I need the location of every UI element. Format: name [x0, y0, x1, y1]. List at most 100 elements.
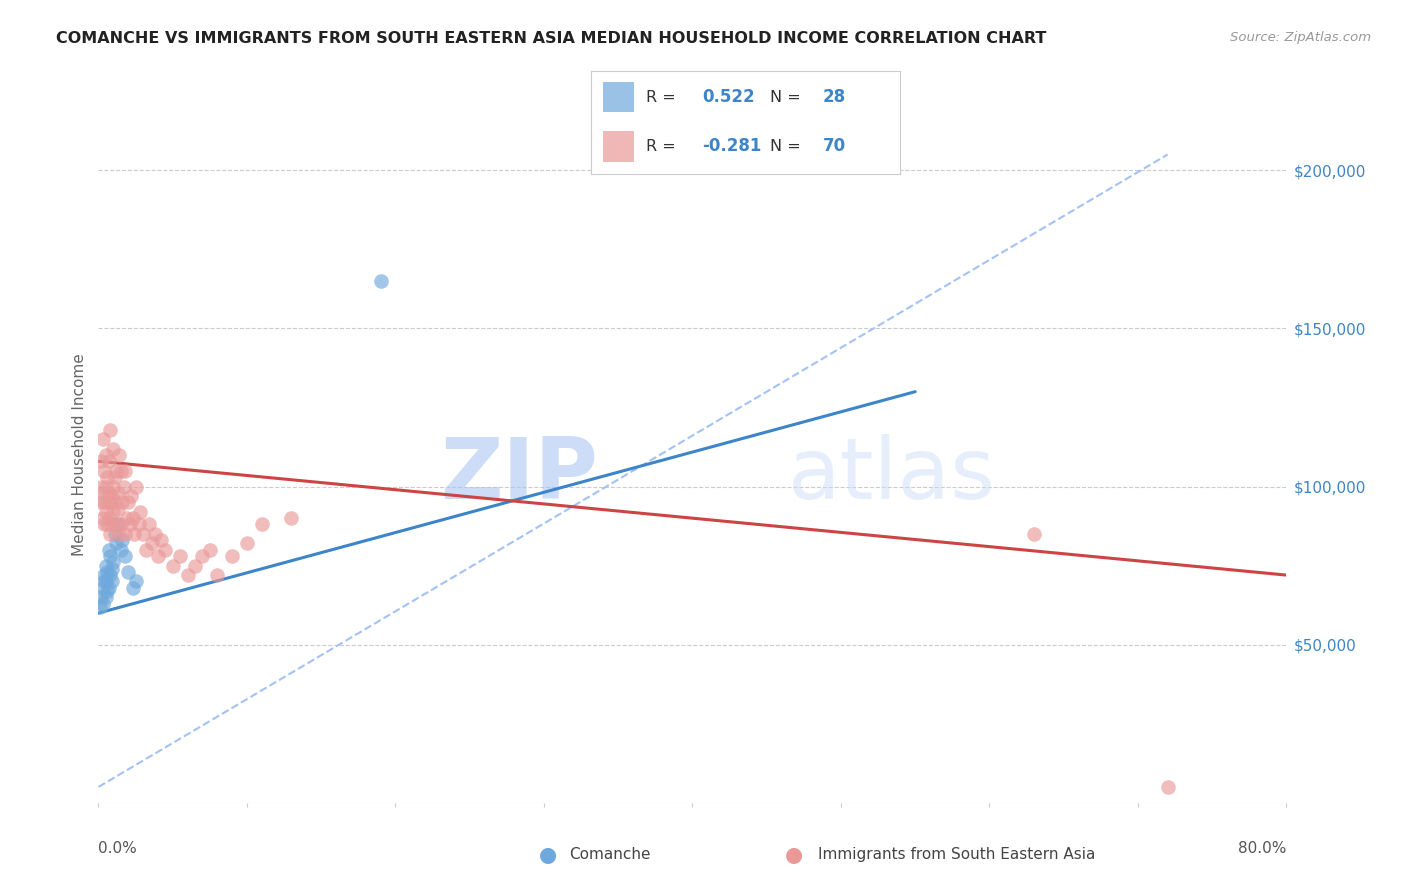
- Bar: [603, 81, 634, 112]
- Point: [91, 581, 114, 595]
- Point: [101, 517, 124, 532]
- Point: [122, 527, 145, 541]
- Text: ●: ●: [786, 845, 803, 864]
- Point: [90, 479, 112, 493]
- Point: [138, 517, 160, 532]
- Text: 80.0%: 80.0%: [1239, 841, 1286, 856]
- Point: [105, 517, 128, 532]
- Point: [207, 568, 229, 582]
- Point: [104, 527, 127, 541]
- Point: [96, 470, 118, 484]
- Point: [250, 517, 273, 532]
- Point: [169, 549, 191, 563]
- Point: [105, 464, 128, 478]
- Point: [280, 511, 302, 525]
- Point: [89, 599, 111, 614]
- Point: [1022, 527, 1045, 541]
- Point: [94, 558, 117, 573]
- Point: [221, 549, 243, 563]
- Point: [101, 562, 124, 576]
- Point: [176, 568, 198, 582]
- Point: [94, 505, 117, 519]
- Point: [162, 558, 184, 573]
- Point: [236, 536, 259, 550]
- Text: atlas: atlas: [787, 434, 995, 517]
- Text: 0.522: 0.522: [702, 88, 755, 106]
- Point: [93, 568, 115, 582]
- Point: [107, 486, 129, 500]
- Text: R =: R =: [647, 89, 681, 104]
- Point: [128, 517, 150, 532]
- Point: [110, 464, 132, 478]
- Point: [104, 470, 127, 484]
- Point: [184, 558, 207, 573]
- Point: [114, 527, 136, 541]
- Point: [124, 479, 146, 493]
- Point: [98, 527, 121, 541]
- Text: Source: ZipAtlas.com: Source: ZipAtlas.com: [1230, 31, 1371, 45]
- Text: ZIP: ZIP: [440, 434, 598, 517]
- Point: [191, 549, 214, 563]
- Point: [117, 565, 139, 579]
- Point: [97, 511, 120, 525]
- Point: [132, 527, 155, 541]
- Point: [146, 549, 169, 563]
- Text: 0.0%: 0.0%: [98, 841, 138, 856]
- Point: [141, 536, 163, 550]
- Point: [91, 432, 114, 446]
- Point: [94, 479, 117, 493]
- Point: [103, 505, 125, 519]
- Point: [93, 495, 115, 509]
- Point: [114, 549, 136, 563]
- Point: [96, 565, 118, 579]
- Point: [103, 479, 125, 493]
- Text: R =: R =: [647, 139, 681, 153]
- Text: N =: N =: [770, 89, 806, 104]
- Point: [143, 527, 166, 541]
- Point: [98, 423, 121, 437]
- Point: [107, 517, 129, 532]
- Point: [112, 479, 135, 493]
- Point: [108, 448, 131, 462]
- Point: [93, 517, 115, 532]
- Point: [105, 536, 128, 550]
- Point: [94, 448, 117, 462]
- Point: [93, 464, 115, 478]
- Point: [98, 549, 121, 563]
- Point: [107, 501, 129, 516]
- Point: [97, 486, 120, 500]
- Point: [124, 574, 146, 589]
- Point: [120, 489, 142, 503]
- Text: Immigrants from South Eastern Asia: Immigrants from South Eastern Asia: [818, 847, 1095, 862]
- Point: [98, 568, 121, 582]
- Point: [111, 533, 134, 548]
- Point: [370, 274, 392, 288]
- Point: [198, 542, 221, 557]
- Point: [90, 454, 112, 468]
- Text: Comanche: Comanche: [569, 847, 651, 862]
- Point: [121, 511, 143, 525]
- Text: -0.281: -0.281: [702, 137, 761, 155]
- Point: [111, 495, 134, 509]
- Text: 28: 28: [823, 88, 845, 106]
- Text: COMANCHE VS IMMIGRANTS FROM SOUTH EASTERN ASIA MEDIAN HOUSEHOLD INCOME CORRELATI: COMANCHE VS IMMIGRANTS FROM SOUTH EASTER…: [56, 31, 1046, 46]
- Y-axis label: Median Household Income: Median Household Income: [72, 353, 87, 557]
- Point: [96, 517, 118, 532]
- Point: [94, 591, 117, 605]
- Point: [96, 583, 118, 598]
- Point: [101, 489, 124, 503]
- Point: [129, 505, 152, 519]
- Point: [1156, 780, 1178, 794]
- Point: [103, 442, 125, 456]
- Point: [101, 574, 124, 589]
- Point: [121, 581, 143, 595]
- Point: [110, 542, 132, 557]
- Point: [97, 454, 120, 468]
- Point: [149, 533, 172, 548]
- Point: [104, 495, 127, 509]
- Point: [108, 527, 131, 541]
- Point: [118, 517, 141, 532]
- Point: [110, 517, 132, 532]
- Point: [117, 495, 139, 509]
- Text: N =: N =: [770, 139, 806, 153]
